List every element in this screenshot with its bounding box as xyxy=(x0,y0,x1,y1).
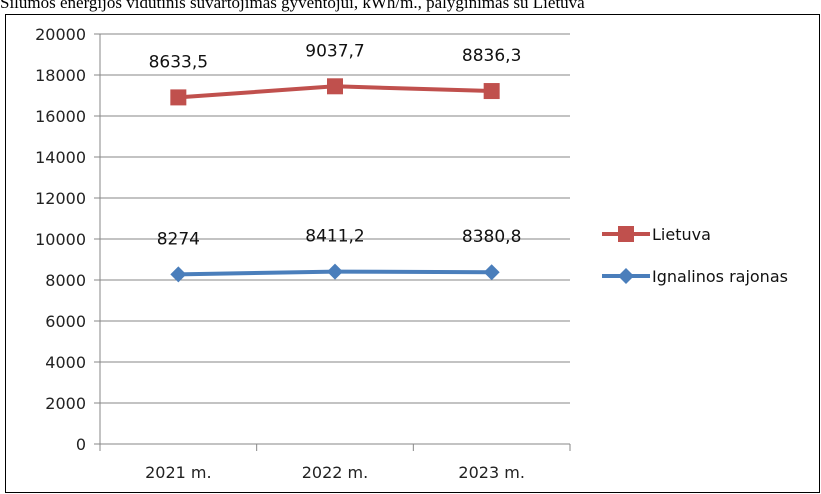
series-layer: 8633,5 9037,7 8836,3 8274 8411,2 8380,8 xyxy=(149,41,521,283)
data-point xyxy=(483,83,500,100)
data-point xyxy=(327,263,343,280)
data-label: 8380,8 xyxy=(462,227,521,247)
legend-entry-1: Lietuva xyxy=(602,225,711,244)
y-tick-label: 18000 xyxy=(35,66,86,85)
legend-marker xyxy=(618,226,634,242)
y-tick-label: 10000 xyxy=(35,230,86,249)
data-label: 8836,3 xyxy=(462,46,521,66)
data-label: 8411,2 xyxy=(305,227,364,247)
x-tick-label: 2022 m. xyxy=(302,463,368,482)
y-tick-label: 0 xyxy=(76,435,86,454)
data-point xyxy=(327,78,343,95)
data-point xyxy=(170,266,187,283)
x-tick-label: 2023 m. xyxy=(458,463,524,482)
y-tick-label: 20000 xyxy=(35,25,86,44)
gridlines xyxy=(100,33,570,404)
series-1: 8633,5 9037,7 8836,3 xyxy=(149,41,521,106)
data-point xyxy=(483,264,500,281)
y-tick-label: 12000 xyxy=(35,189,86,208)
y-tick-label: 16000 xyxy=(35,107,86,126)
legend-entry-2: Ignalinos rajonas xyxy=(602,267,788,286)
axes xyxy=(94,33,571,451)
y-tick-label: 14000 xyxy=(35,148,86,167)
chart-frame xyxy=(5,14,820,493)
legend-marker xyxy=(618,268,634,284)
data-label: 8274 xyxy=(157,229,200,249)
y-tick-label: 2000 xyxy=(45,394,86,413)
x-tick-labels: 2021 m. 2022 m. 2023 m. xyxy=(145,463,525,482)
data-label: 8633,5 xyxy=(149,52,208,72)
legend-label: Lietuva xyxy=(652,225,711,244)
data-label: 9037,7 xyxy=(305,41,364,61)
chart-caption: Šilumos energijos vidutinis suvartojimas… xyxy=(0,0,585,12)
y-tick-labels: 0 2000 4000 6000 8000 10000 12000 14000 16000 180… xyxy=(35,25,86,454)
data-point xyxy=(170,89,187,106)
y-tick-label: 8000 xyxy=(45,271,86,290)
y-tick-label: 4000 xyxy=(45,353,86,372)
y-tick-label: 6000 xyxy=(45,312,86,331)
legend: Lietuva Ignalinos rajonas xyxy=(602,225,788,286)
legend-label: Ignalinos rajonas xyxy=(652,267,788,286)
series-2: 8274 8411,2 8380,8 xyxy=(157,227,521,283)
x-tick-label: 2021 m. xyxy=(145,463,211,482)
